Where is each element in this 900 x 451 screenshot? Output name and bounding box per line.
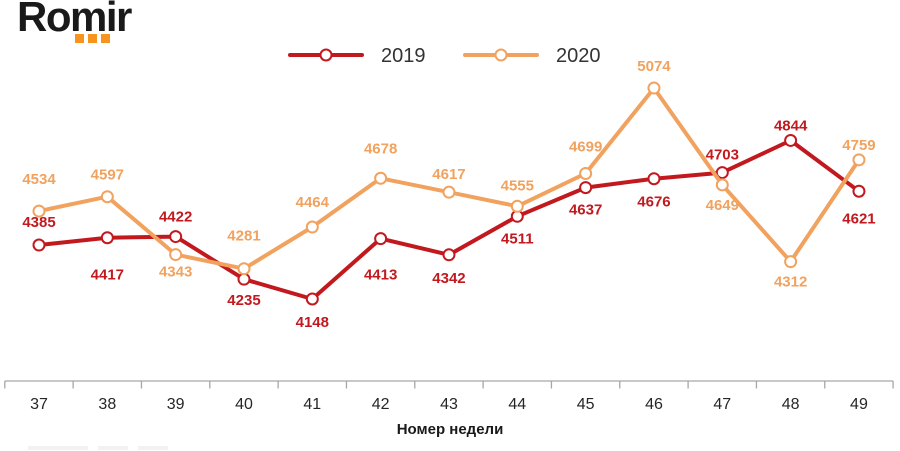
romir-logo-dots bbox=[75, 34, 110, 43]
x-tick-label: 38 bbox=[98, 396, 116, 413]
x-tick-label: 48 bbox=[782, 396, 800, 413]
logo-dot-icon bbox=[88, 34, 97, 43]
series-2020-data-label: 4534 bbox=[22, 171, 56, 188]
series-2020-marker bbox=[852, 153, 866, 167]
series-2020-marker bbox=[579, 166, 593, 180]
series-2020-data-label: 4555 bbox=[501, 177, 534, 194]
series-2019-data-label: 4148 bbox=[296, 314, 329, 331]
series-2020-data-label: 4649 bbox=[706, 197, 739, 214]
legend-2019-label: 2019 bbox=[381, 45, 426, 67]
series-2019-marker bbox=[237, 272, 251, 286]
series-2020-marker bbox=[305, 220, 319, 234]
x-tick-label: 37 bbox=[30, 396, 48, 413]
series-2019-data-label: 4385 bbox=[22, 214, 55, 231]
series-2019-data-label: 4637 bbox=[569, 202, 602, 219]
series-2020-data-label: 4597 bbox=[91, 167, 124, 184]
series-2019-marker bbox=[169, 230, 183, 244]
logo-dot-icon bbox=[101, 34, 110, 43]
series-2020-marker bbox=[100, 190, 114, 204]
footer-remnant-mark bbox=[28, 446, 88, 450]
x-tick-label: 41 bbox=[303, 396, 321, 413]
series-2019-data-label: 4844 bbox=[774, 117, 808, 134]
series-2019-marker bbox=[784, 133, 798, 147]
series-2020-marker bbox=[374, 171, 388, 185]
series-2020-data-label: 4312 bbox=[774, 274, 807, 291]
x-tick-label: 47 bbox=[713, 396, 731, 413]
series-2020-marker bbox=[715, 178, 729, 192]
x-tick-label: 39 bbox=[167, 396, 185, 413]
series-2019-data-label: 4235 bbox=[227, 292, 260, 309]
footer-remnant-mark bbox=[98, 446, 128, 450]
series-2019-marker bbox=[579, 181, 593, 195]
series-2019-data-label: 4676 bbox=[637, 194, 670, 211]
romir-logo-text: Romir bbox=[17, 0, 132, 40]
series-2020-data-label: 5074 bbox=[637, 58, 671, 75]
x-tick-label: 45 bbox=[577, 396, 595, 413]
romir-logo: Romir bbox=[17, 0, 132, 43]
x-axis-title: Номер недели bbox=[397, 421, 504, 438]
series-2019-marker bbox=[374, 232, 388, 246]
series-2020-marker bbox=[32, 204, 46, 218]
series-2020-data-label: 4699 bbox=[569, 138, 602, 155]
x-tick-label: 46 bbox=[645, 396, 663, 413]
logo-dot-icon bbox=[75, 34, 84, 43]
x-tick-label: 44 bbox=[508, 396, 526, 413]
series-2019-marker bbox=[442, 248, 456, 262]
series-2019-data-label: 4703 bbox=[706, 147, 739, 164]
legend-2020-label: 2020 bbox=[556, 45, 601, 67]
series-2019-data-label: 4342 bbox=[432, 270, 465, 287]
legend-2020-marker bbox=[494, 48, 508, 62]
footer-remnant-mark bbox=[138, 446, 168, 450]
series-2020-marker bbox=[647, 81, 661, 95]
series-2019-marker bbox=[100, 231, 114, 245]
series-2019-marker bbox=[852, 184, 866, 198]
cut-off-footer-remnant bbox=[28, 446, 168, 450]
series-2020-marker bbox=[510, 199, 524, 213]
series-2019-marker bbox=[32, 238, 46, 252]
series-2019-marker bbox=[715, 166, 729, 180]
series-2019-marker bbox=[647, 172, 661, 186]
series-2019-marker bbox=[305, 292, 319, 306]
series-2020-marker bbox=[442, 185, 456, 199]
series-2019-data-label: 4417 bbox=[91, 267, 124, 284]
series-2019-data-label: 4413 bbox=[364, 267, 397, 284]
series-2020-data-label: 4678 bbox=[364, 140, 397, 157]
series-2020-data-label: 4343 bbox=[159, 264, 192, 281]
x-tick-label: 49 bbox=[850, 396, 868, 413]
series-2019-data-label: 4422 bbox=[159, 209, 192, 226]
series-2019-data-label: 4511 bbox=[501, 230, 534, 247]
series-2020-marker bbox=[169, 248, 183, 262]
x-tick-label: 40 bbox=[235, 396, 253, 413]
x-tick-label: 42 bbox=[372, 396, 390, 413]
series-2020-marker bbox=[784, 255, 798, 269]
series-2020-marker bbox=[237, 262, 251, 276]
series-2020-data-label: 4464 bbox=[296, 194, 330, 211]
series-2020-data-label: 4759 bbox=[842, 137, 875, 154]
x-tick-label: 43 bbox=[440, 396, 458, 413]
legend-2019-marker bbox=[319, 48, 333, 62]
series-2020-data-label: 4617 bbox=[432, 166, 465, 183]
series-2019-data-label: 4621 bbox=[842, 210, 875, 227]
series-2020-data-label: 4281 bbox=[227, 228, 260, 245]
